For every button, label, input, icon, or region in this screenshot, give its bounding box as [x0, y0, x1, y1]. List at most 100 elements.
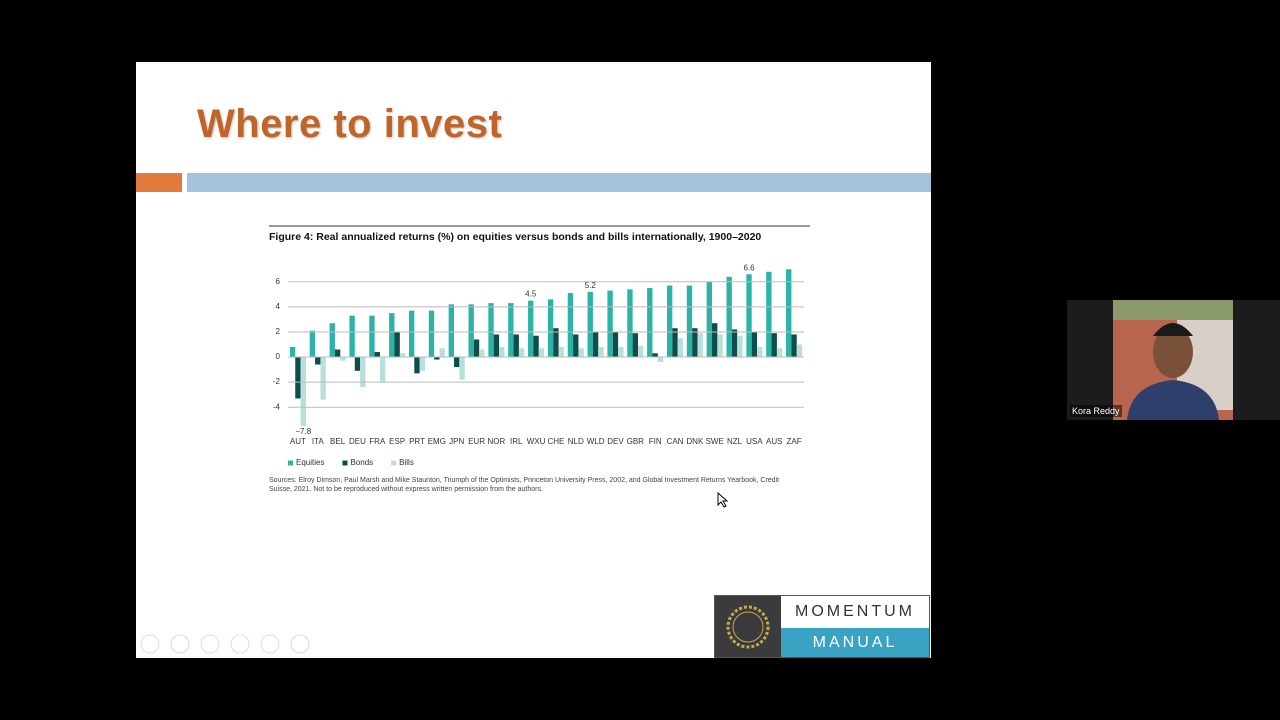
bar — [776, 348, 783, 358]
y-tick-label: 2 — [276, 327, 281, 336]
bar — [592, 331, 599, 358]
bar — [468, 304, 474, 358]
bar — [340, 357, 346, 361]
legend-label: Bills — [399, 458, 414, 467]
x-tick-label: FIN — [649, 437, 662, 446]
bar — [508, 303, 514, 358]
y-tick-label: -2 — [273, 377, 281, 386]
logo: MOMENTUM MANUAL — [714, 595, 930, 658]
legend-label: Bonds — [350, 458, 373, 467]
legend-swatch — [288, 460, 293, 466]
bar — [528, 300, 534, 358]
logo-text: MANUAL — [781, 628, 929, 657]
bar — [573, 334, 579, 358]
x-tick-label: BEL — [330, 437, 346, 446]
x-tick-label: FRA — [369, 437, 386, 446]
bar — [369, 315, 375, 358]
bar — [320, 357, 326, 400]
participant-name: Kora Reddy — [1070, 405, 1122, 417]
bar — [473, 339, 480, 358]
bar — [547, 299, 554, 358]
slide-controls[interactable] — [140, 632, 320, 656]
bar — [612, 331, 619, 358]
chart-title: Figure 4: Real annualized returns (%) on… — [269, 231, 761, 243]
bar — [791, 334, 797, 358]
x-tick-label: EUR — [468, 437, 485, 446]
bar — [553, 328, 559, 358]
bar — [408, 310, 415, 358]
participant-video[interactable]: Kora Reddy — [1067, 300, 1280, 420]
data-label: 5.2 — [585, 281, 597, 290]
legend-swatch — [342, 460, 348, 466]
bar — [379, 357, 386, 383]
bar — [686, 285, 693, 358]
bar — [454, 357, 460, 368]
bar — [448, 304, 455, 358]
bar — [697, 333, 703, 358]
bar — [652, 353, 658, 358]
data-label: −7.8 — [295, 427, 311, 436]
bar — [360, 357, 366, 388]
bar — [439, 348, 445, 358]
x-tick-label: DNK — [686, 437, 704, 446]
x-tick-label: ITA — [312, 437, 325, 446]
bar — [334, 349, 341, 358]
legend-swatch — [391, 460, 397, 466]
bar — [746, 274, 752, 358]
chart: Figure 4: Real annualized returns (%) on… — [269, 225, 810, 467]
chart-source: Sources: Elroy Dimson, Paul Marsh and Mi… — [269, 477, 780, 493]
accent-bar — [187, 173, 931, 192]
bar — [692, 328, 698, 358]
bar — [374, 352, 380, 358]
bar — [598, 347, 604, 358]
x-tick-label: NLD — [568, 437, 584, 446]
x-tick-label: GBR — [627, 437, 645, 446]
x-tick-label: CAN — [667, 437, 684, 446]
plot — [289, 269, 803, 426]
bar — [751, 331, 758, 358]
bar — [434, 357, 440, 360]
bar — [399, 353, 406, 358]
bar — [587, 291, 593, 358]
bar — [647, 288, 653, 358]
x-tick-label: AUS — [766, 437, 782, 446]
x-tick-label: DEV — [607, 437, 624, 446]
slide-title: Where to invest — [197, 102, 503, 146]
legend-label: Equities — [296, 458, 324, 467]
y-tick-label: 0 — [276, 352, 281, 361]
bar — [672, 328, 678, 358]
bar — [493, 334, 500, 358]
bar — [567, 293, 574, 358]
accent-bar — [136, 173, 182, 192]
bar — [578, 348, 584, 358]
bar — [479, 349, 485, 358]
bar — [632, 333, 638, 358]
bar — [295, 357, 301, 399]
x-tick-label: NZL — [727, 437, 743, 446]
x-tick-label: IRL — [510, 437, 523, 446]
x-tick-label: EMG — [428, 437, 446, 446]
bar — [737, 335, 743, 358]
logo-text: MOMENTUM — [781, 596, 929, 628]
bar — [309, 330, 316, 358]
bar — [354, 357, 361, 371]
bar — [771, 333, 777, 358]
bar — [706, 281, 713, 358]
x-tick-label: ZAF — [787, 437, 802, 446]
bar — [499, 347, 505, 358]
x-tick-label: WXU — [527, 437, 546, 446]
bar — [766, 271, 772, 358]
bar — [666, 285, 673, 358]
bar — [428, 310, 435, 358]
bar — [329, 323, 335, 358]
data-label: 6.6 — [743, 263, 755, 272]
bar — [533, 335, 539, 358]
x-tick-label: SWE — [706, 437, 724, 446]
bar — [757, 347, 763, 358]
bar — [712, 323, 718, 358]
bar — [488, 303, 494, 358]
bar — [726, 276, 732, 358]
bar — [389, 313, 395, 358]
x-tick-label: USA — [746, 437, 763, 446]
